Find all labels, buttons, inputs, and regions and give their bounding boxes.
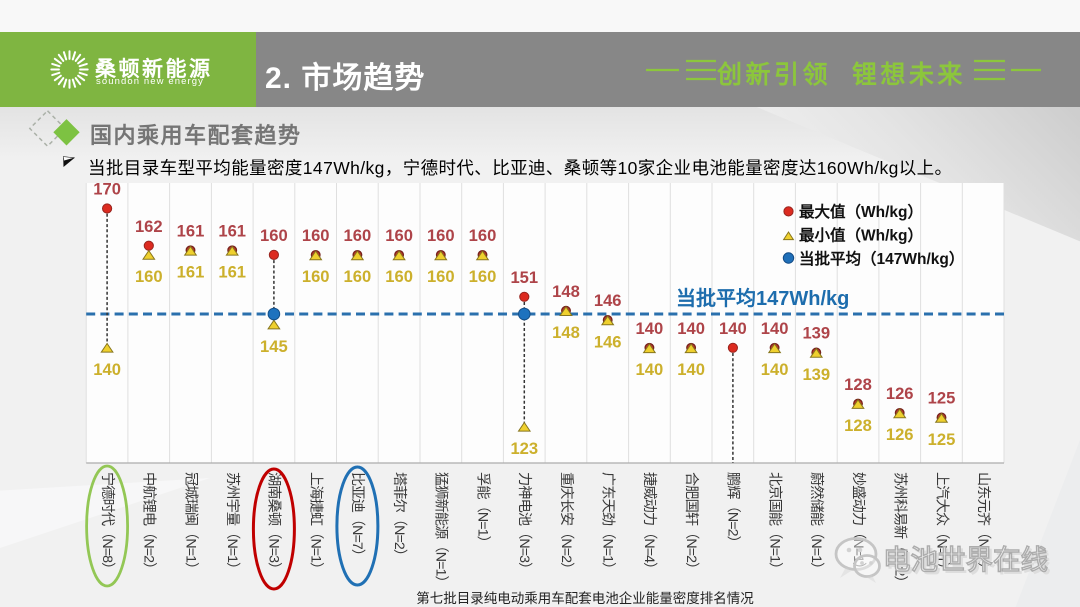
svg-text:161: 161 [177, 222, 205, 241]
svg-text:160: 160 [344, 226, 372, 245]
svg-text:125: 125 [928, 430, 956, 449]
svg-text:比亚迪（N=7）: 比亚迪（N=7） [349, 472, 365, 562]
svg-text:孚能（N=1）: 孚能（N=1） [474, 472, 490, 549]
svg-text:145: 145 [260, 337, 288, 356]
svg-text:160: 160 [385, 267, 413, 286]
svg-text:140: 140 [636, 360, 664, 379]
svg-text:126: 126 [886, 425, 914, 444]
svg-text:140: 140 [93, 360, 121, 379]
svg-text:北京国能（N=1）: 北京国能（N=1） [766, 472, 782, 575]
svg-text:塔菲尔（N=2）: 塔菲尔（N=2） [391, 472, 407, 562]
svg-text:鹏辉（N=2）: 鹏辉（N=2） [725, 472, 741, 549]
svg-text:160: 160 [344, 267, 372, 286]
svg-text:苏州宇量（N=1）: 苏州宇量（N=1） [224, 472, 240, 575]
svg-text:160: 160 [385, 226, 413, 245]
svg-text:最大值（Wh/kg）: 最大值（Wh/kg） [799, 202, 923, 221]
svg-text:123: 123 [510, 439, 538, 458]
svg-text:162: 162 [135, 217, 163, 236]
svg-text:160: 160 [469, 226, 497, 245]
svg-text:蔚然储能（N=1）: 蔚然储能（N=1） [808, 472, 825, 575]
svg-text:139: 139 [802, 365, 830, 384]
svg-text:146: 146 [594, 332, 622, 351]
svg-text:捷威动力（N=4）: 捷威动力（N=4） [641, 472, 657, 575]
svg-text:电池世界在线: 电池世界在线 [883, 544, 1048, 575]
svg-text:125: 125 [928, 389, 956, 408]
svg-text:160: 160 [302, 226, 330, 245]
svg-text:140: 140 [761, 319, 789, 338]
svg-text:170: 170 [93, 180, 121, 199]
svg-text:160: 160 [302, 267, 330, 286]
svg-text:160: 160 [260, 226, 288, 245]
svg-text:电池世界在线: 电池世界在线 [886, 547, 1051, 578]
svg-text:148: 148 [552, 282, 580, 301]
svg-text:宁德时代（N=8）: 宁德时代（N=8） [99, 472, 116, 575]
svg-text:力神电池（N=3）: 力神电池（N=3） [516, 472, 532, 575]
svg-text:140: 140 [719, 319, 747, 338]
svg-text:160: 160 [469, 267, 497, 286]
svg-text:上汽大众（N=1）: 上汽大众（N=1） [933, 472, 949, 575]
svg-text:当批平均（147Wh/kg）: 当批平均（147Wh/kg） [799, 249, 964, 268]
svg-text:中航锂电（N=2）: 中航锂电（N=2） [141, 472, 157, 575]
svg-text:140: 140 [636, 319, 664, 338]
svg-text:128: 128 [844, 416, 872, 435]
svg-text:161: 161 [177, 263, 205, 282]
svg-text:湖南桑顿（N=3）: 湖南桑顿（N=3） [266, 472, 282, 575]
svg-text:160: 160 [427, 267, 455, 286]
svg-text:128: 128 [844, 375, 872, 394]
svg-text:161: 161 [218, 263, 246, 282]
svg-text:140: 140 [677, 360, 705, 379]
svg-text:合肥国轩（N=2）: 合肥国轩（N=2） [683, 472, 699, 575]
svg-text:151: 151 [510, 268, 538, 287]
svg-text:148: 148 [552, 323, 580, 342]
svg-text:146: 146 [594, 291, 622, 310]
svg-text:161: 161 [218, 222, 246, 241]
svg-text:猛狮新能源（N=1）: 猛狮新能源（N=1） [433, 472, 449, 589]
svg-text:160: 160 [427, 226, 455, 245]
svg-text:最小值（Wh/kg）: 最小值（Wh/kg） [799, 226, 923, 245]
svg-text:冠城瑞闽（N=1）: 冠城瑞闽（N=1） [182, 472, 198, 575]
svg-text:当批平均147Wh/kg: 当批平均147Wh/kg [676, 286, 849, 310]
svg-text:140: 140 [761, 360, 789, 379]
svg-text:第七批目录纯电动乘用车配套电池企业能量密度排名情况: 第七批目录纯电动乘用车配套电池企业能量密度排名情况 [416, 590, 754, 606]
svg-text:160: 160 [135, 267, 163, 286]
svg-text:山东元齐（N=1）: 山东元齐（N=1） [975, 472, 991, 575]
svg-text:重庆长安（N=2）: 重庆长安（N=2） [558, 472, 574, 575]
svg-text:140: 140 [677, 319, 705, 338]
svg-text:126: 126 [886, 384, 914, 403]
svg-text:上海捷虹（N=1）: 上海捷虹（N=1） [308, 472, 324, 575]
svg-text:139: 139 [802, 324, 830, 343]
svg-text:苏州科易新（N=2）: 苏州科易新（N=2） [892, 472, 908, 589]
svg-text:广东天劲（N=1）: 广东天劲（N=1） [600, 472, 616, 575]
